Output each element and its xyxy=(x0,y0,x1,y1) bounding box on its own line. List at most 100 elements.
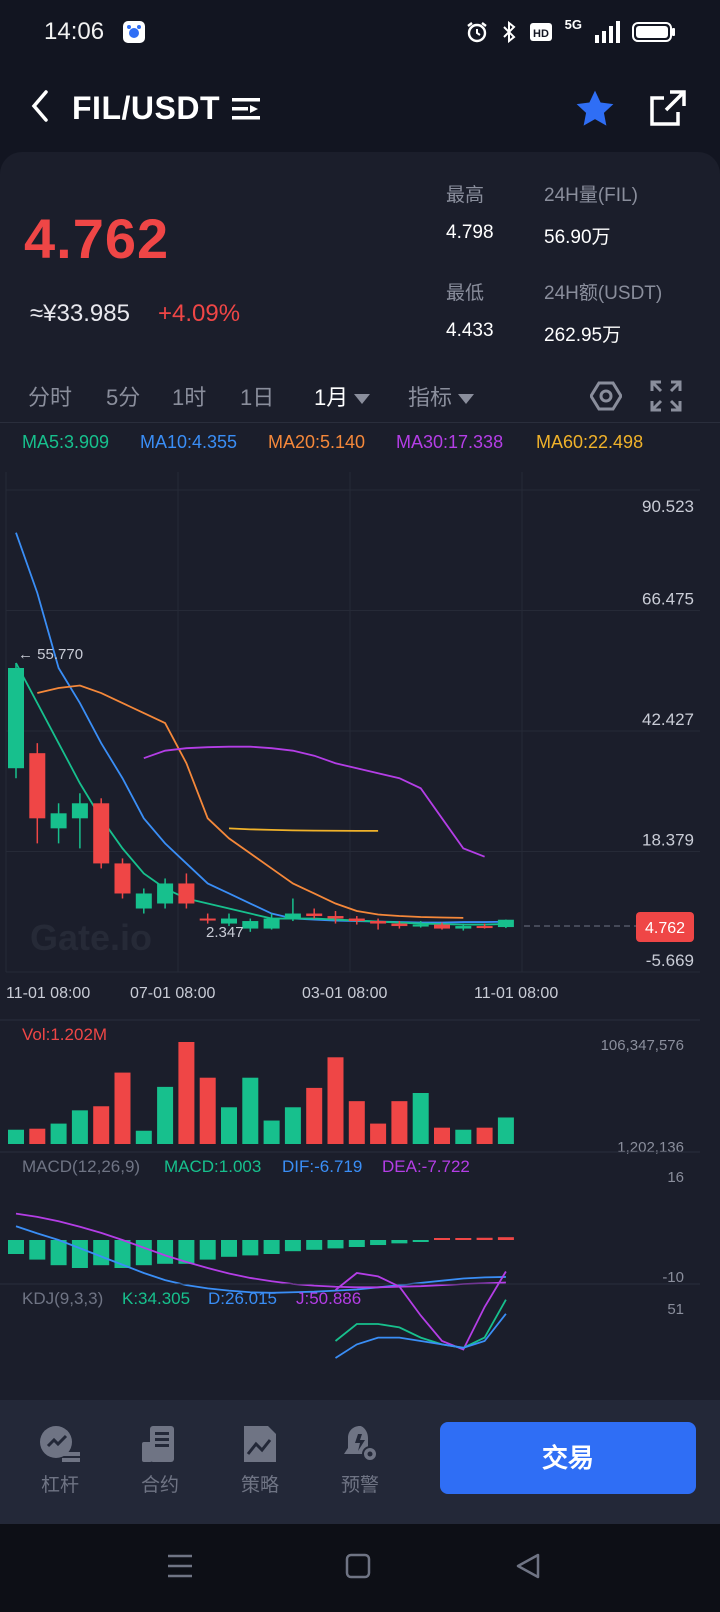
chevron-down-icon xyxy=(354,394,371,405)
tab-5min[interactable]: 5分 xyxy=(106,385,141,410)
volume-bar xyxy=(391,1101,408,1144)
alert-icon xyxy=(344,1426,378,1462)
kline-chart[interactable]: Gate.io 90.523 66.475 42.427 18.379 -5.669 1… xyxy=(0,472,720,1400)
kdj-title: KDJ(9,3,3) xyxy=(22,1289,103,1308)
pair-menu-icon[interactable] xyxy=(232,96,260,122)
recent-apps-icon[interactable] xyxy=(166,1552,194,1580)
candle xyxy=(497,919,514,928)
nav-contract[interactable]: 合约 xyxy=(120,1424,200,1497)
macd-dea: DEA:-7.722 xyxy=(382,1157,470,1176)
leverage-icon xyxy=(40,1426,80,1462)
macd-bar xyxy=(497,1237,514,1240)
macd-bar xyxy=(263,1240,280,1254)
back-nav-icon[interactable] xyxy=(514,1552,542,1580)
tab-1month[interactable]: 1月 xyxy=(314,380,371,412)
candle xyxy=(221,918,237,924)
home-icon[interactable] xyxy=(344,1552,372,1580)
ma5-value: MA5:3.909 xyxy=(22,432,110,452)
volume-bar xyxy=(93,1106,110,1144)
volume-bars xyxy=(8,1042,514,1144)
ma60-line xyxy=(228,827,379,832)
volume-bar xyxy=(434,1127,450,1144)
volume-bar xyxy=(455,1129,472,1144)
back-icon[interactable] xyxy=(22,84,62,128)
candle xyxy=(327,916,344,919)
contract-icon xyxy=(142,1426,174,1462)
macd-bar xyxy=(157,1240,174,1264)
candle xyxy=(370,921,387,924)
macd-bar xyxy=(455,1238,472,1240)
max-price-label: ← 55.770 xyxy=(18,646,83,663)
nav-strategy[interactable]: 策略 xyxy=(220,1424,300,1497)
chart-settings-icon[interactable] xyxy=(590,380,622,412)
last-price: 4.762 xyxy=(24,207,170,270)
macd-bar xyxy=(114,1240,131,1268)
kdj-d: D:26.015 xyxy=(208,1289,277,1308)
macd-bar xyxy=(199,1240,216,1260)
favorite-star-icon[interactable] xyxy=(574,88,616,130)
candle xyxy=(157,883,174,904)
nav-alert-label: 预警 xyxy=(340,1475,379,1496)
nav-alert[interactable]: 预警 xyxy=(320,1424,400,1497)
macd-bar xyxy=(8,1240,24,1254)
ma20-value: MA20:5.140 xyxy=(268,432,366,452)
network-type: 5G xyxy=(564,16,582,32)
macd-bar xyxy=(29,1240,46,1260)
macd-bar xyxy=(284,1240,301,1252)
macd-bar xyxy=(391,1240,408,1244)
kdj-chart xyxy=(334,1271,507,1359)
macd-bar xyxy=(348,1240,365,1247)
fullscreen-icon[interactable] xyxy=(650,380,682,412)
kdj-j: J:50.886 xyxy=(296,1289,361,1308)
y-tick-label: -5.669 xyxy=(646,951,694,970)
header: FIL/USDT xyxy=(0,64,720,154)
macd-bar xyxy=(93,1240,110,1266)
candles xyxy=(8,662,514,932)
trade-button[interactable]: 交易 xyxy=(440,1422,696,1494)
volume-bar xyxy=(221,1107,237,1144)
volume-bar xyxy=(8,1129,24,1144)
last-price-tag xyxy=(636,912,694,942)
ma5-line xyxy=(15,662,506,926)
tab-1hour[interactable]: 1时 xyxy=(172,385,207,410)
candle xyxy=(178,883,195,904)
chart-grid xyxy=(5,472,700,973)
candle xyxy=(135,893,152,909)
macd-bar xyxy=(434,1238,450,1240)
last-price-tag-text: 4.762 xyxy=(645,920,685,937)
macd-bar xyxy=(476,1237,493,1240)
candle xyxy=(50,813,67,829)
battery-icon xyxy=(632,22,675,42)
macd-bar xyxy=(306,1240,323,1250)
chevron-down-icon xyxy=(458,394,475,405)
price-change: +4.09% xyxy=(158,300,241,327)
status-time: 14:06 xyxy=(44,18,105,45)
candle xyxy=(71,803,88,819)
price-cny: ≈¥33.985 xyxy=(30,300,130,327)
alarm-icon xyxy=(466,22,487,43)
volume-bar xyxy=(29,1128,46,1144)
nav-leverage[interactable]: 杠杆 xyxy=(20,1424,100,1497)
volume-bar xyxy=(306,1087,323,1144)
tab-timeshare[interactable]: 分时 xyxy=(28,385,73,410)
x-tick-label: 11-01 08:00 xyxy=(6,985,90,1002)
macd-bar xyxy=(242,1240,259,1256)
volume-min: 1,202,136 xyxy=(617,1139,684,1156)
candle xyxy=(306,913,323,917)
macd-chart xyxy=(8,1212,514,1294)
low-label: 最低 xyxy=(446,283,485,304)
volume-bar xyxy=(263,1120,280,1144)
pair-title[interactable]: FIL/USDT xyxy=(72,90,220,126)
tab-1day[interactable]: 1日 xyxy=(240,385,275,410)
candle xyxy=(114,863,131,894)
share-icon[interactable] xyxy=(648,88,688,128)
y-tick-label: 90.523 xyxy=(642,497,694,516)
macd-bar xyxy=(178,1240,195,1264)
y-tick-label: 42.427 xyxy=(642,710,694,729)
volume-bar xyxy=(71,1110,88,1144)
kdj-k: K:34.305 xyxy=(122,1289,190,1308)
signal-icon xyxy=(595,21,620,43)
interval-tabs: 分时 5分 1时 1日 1月 指标 xyxy=(0,380,720,430)
candle xyxy=(348,918,365,922)
tab-indicators[interactable]: 指标 xyxy=(408,380,475,412)
